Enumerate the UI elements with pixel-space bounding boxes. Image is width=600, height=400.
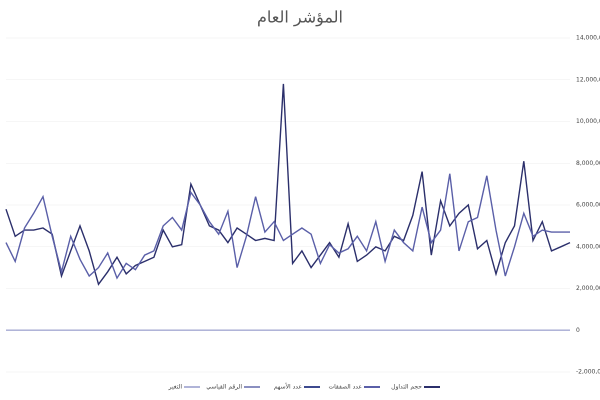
y-tick-label: 6,000,000 (576, 202, 600, 209)
legend-label: عدد الأسهم (274, 383, 302, 391)
legend-label: حجم التداول (391, 384, 422, 391)
y-tick-label: 10,000,000 (576, 118, 600, 125)
y-tick-label: 4,000,000 (576, 243, 600, 250)
y-tick-label: -2,000,000 (576, 369, 600, 376)
y-tick-label: 12,000,000 (576, 76, 600, 83)
y-tick-label: 14,000,000 (576, 35, 600, 42)
series-line (5, 83, 571, 286)
y-tick-label: 0 (576, 327, 580, 334)
chart-title: المؤشر العام (257, 8, 343, 27)
series-line (5, 173, 570, 280)
legend-label: التغير (168, 384, 183, 391)
y-tick-label: 2,000,000 (576, 285, 600, 292)
legend-label: الرقم القياسي (206, 384, 242, 391)
legend-label: عدد الصفقات (328, 384, 362, 391)
y-tick-label: 8,000,000 (576, 160, 600, 167)
